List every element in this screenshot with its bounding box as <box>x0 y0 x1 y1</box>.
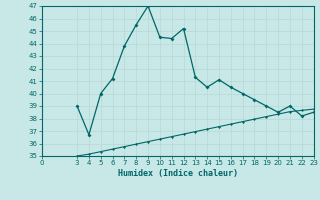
X-axis label: Humidex (Indice chaleur): Humidex (Indice chaleur) <box>118 169 237 178</box>
